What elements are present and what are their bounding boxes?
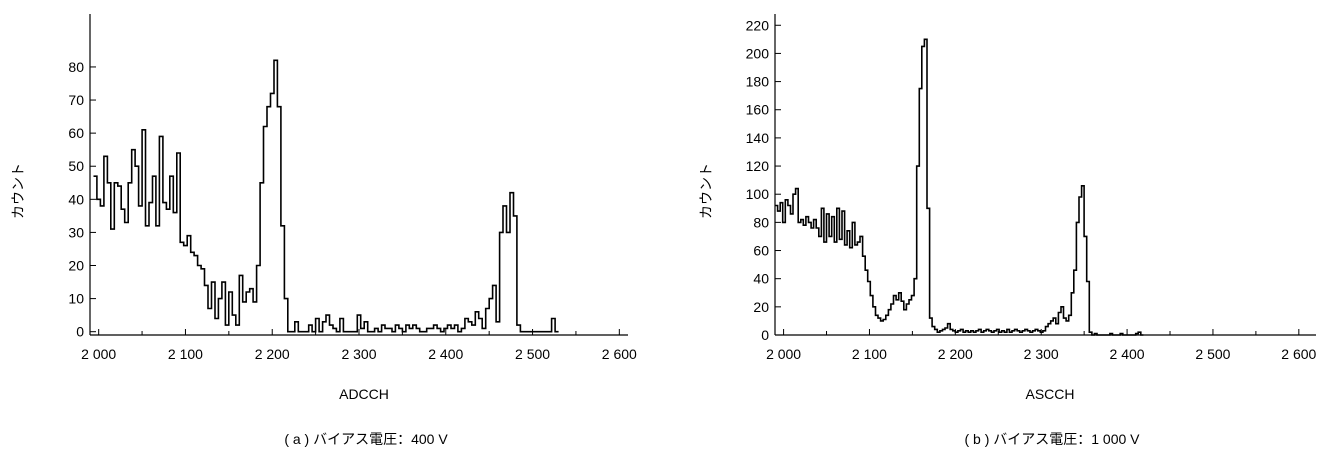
panel-a-y-axis-title: カウント <box>10 163 26 219</box>
panel-b-histogram-series <box>775 38 1144 336</box>
panel-a-histogram-series <box>93 59 559 333</box>
panel-b-y-tick-label: 80 <box>753 214 769 230</box>
panel-a-y-tick-label: 30 <box>68 224 84 240</box>
panel-b-x-tick-label: 2 200 <box>938 346 973 362</box>
panel-a-y-tick-label: 70 <box>68 92 84 108</box>
panel-b-y-ticks: 0 20 40 60 80 100 120 140 160 180 200 220 <box>746 17 781 343</box>
panel-a-x-tick-label: 2 100 <box>168 346 203 362</box>
panel-a-x-axis-title: ADCCH <box>339 386 389 402</box>
panel-a-y-tick-label: 80 <box>68 59 84 75</box>
panel-a-y-tick-label: 10 <box>68 291 84 307</box>
panel-b-y-tick-label: 0 <box>761 327 769 343</box>
panel-a-x-tick-label: 2 200 <box>255 346 290 362</box>
panel-b-x-tick-label: 2 300 <box>1024 346 1059 362</box>
panel-b-y-tick-label: 60 <box>753 243 769 259</box>
panel-a-y-tick-label: 20 <box>68 258 84 274</box>
panel-a-x-tick-label: 2 400 <box>428 346 463 362</box>
panel-a-caption: ( a ) バイアス電圧：400 V <box>284 431 448 447</box>
panel-b-y-tick-label: 100 <box>746 186 770 202</box>
panel-b-y-tick-label: 180 <box>746 74 770 90</box>
panel-b-y-tick-label: 20 <box>753 299 769 315</box>
panel-a-x-tick-label: 2 500 <box>515 346 550 362</box>
panel-b-y-tick-label: 40 <box>753 271 769 287</box>
panel-b-x-tick-label: 2 500 <box>1195 346 1230 362</box>
panel-b-y-tick-label: 140 <box>746 130 770 146</box>
panel-a-x-ticks: 2 000 2 100 2 200 2 300 2 400 2 500 2 600 <box>81 329 637 362</box>
panel-b-x-tick-label: 2 000 <box>766 346 801 362</box>
panel-b-caption: ( b ) バイアス電圧：1 000 V <box>964 431 1140 447</box>
panel-b-x-tick-label: 2 400 <box>1110 346 1145 362</box>
chart-panel-b: 0 20 40 60 80 100 120 140 160 180 200 220 2 000 2 10… <box>698 14 1317 447</box>
panel-b-x-tick-label: 2 100 <box>852 346 887 362</box>
panel-a-x-tick-label: 2 600 <box>602 346 637 362</box>
panel-b-x-ticks: 2 000 2 100 2 200 2 300 2 400 2 500 2 600 <box>766 329 1317 362</box>
panel-b-y-tick-label: 200 <box>746 45 770 61</box>
panel-a-y-tick-label: 60 <box>68 125 84 141</box>
panel-b-y-axis-title: カウント <box>698 163 714 219</box>
panel-a-y-tick-label: 40 <box>68 191 84 207</box>
panel-a-y-tick-label: 0 <box>76 324 84 340</box>
panel-a-y-ticks: 0 10 20 30 40 50 60 70 80 <box>68 59 96 340</box>
panel-a-x-tick-label: 2 000 <box>81 346 116 362</box>
panel-a-y-tick-label: 50 <box>68 158 84 174</box>
panel-b-y-tick-label: 120 <box>746 158 770 174</box>
panel-b-x-axis-title: ASCCH <box>1025 386 1074 402</box>
panel-a-x-tick-label: 2 300 <box>341 346 376 362</box>
panel-b-y-tick-label: 160 <box>746 102 770 118</box>
panel-b-x-tick-label: 2 600 <box>1281 346 1316 362</box>
panel-b-y-tick-label: 220 <box>746 17 770 33</box>
